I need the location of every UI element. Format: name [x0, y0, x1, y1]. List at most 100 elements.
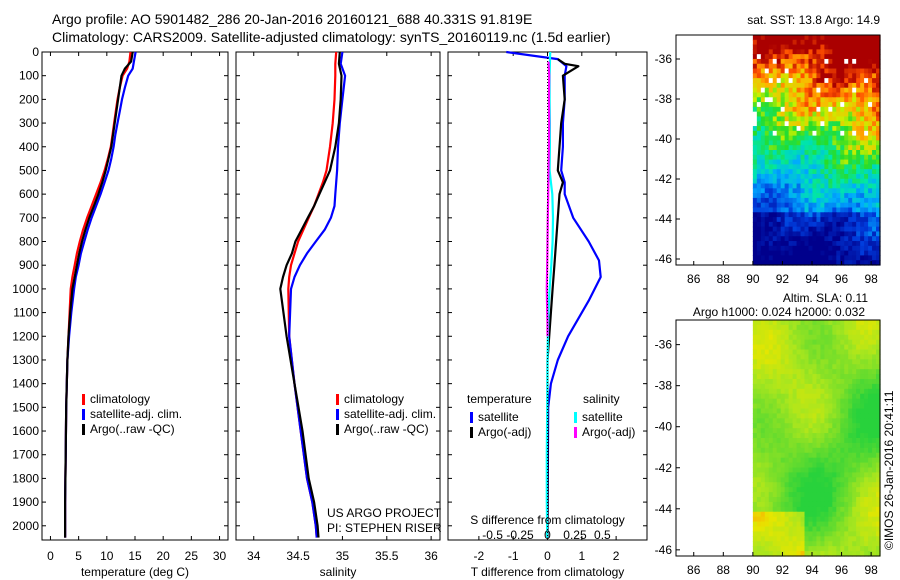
- map-cell: [772, 197, 778, 204]
- map-cell: [860, 349, 865, 356]
- map-cell: [780, 379, 786, 385]
- map-cell: [872, 111, 877, 118]
- map-cell: [756, 102, 762, 108]
- map-cell: [852, 44, 857, 50]
- map-cell: [816, 359, 821, 365]
- map-cell: [836, 106, 841, 113]
- map-cell: [816, 255, 821, 261]
- map-cell: [784, 526, 790, 533]
- map-cell: [752, 82, 758, 89]
- map-cell: [868, 438, 873, 444]
- map-cell: [852, 329, 857, 336]
- map-cell: [824, 546, 829, 552]
- map-cell: [772, 150, 778, 156]
- map-cell: [804, 82, 810, 89]
- map-cell: [864, 452, 869, 459]
- map-cell: [848, 379, 853, 385]
- map-cell: [808, 452, 814, 459]
- map-cell: [868, 212, 873, 218]
- map-cell: [872, 164, 877, 170]
- map-cell: [760, 393, 766, 400]
- map-cell: [812, 116, 818, 122]
- map-cell: [848, 250, 853, 257]
- map-cell: [856, 68, 861, 74]
- map-cell: [756, 260, 762, 266]
- map-cell: [764, 447, 770, 454]
- map-cell: [796, 154, 802, 161]
- map-cell: [784, 344, 790, 351]
- map-cell: [828, 320, 833, 326]
- x-tick-label: 25: [185, 549, 199, 563]
- map-cell: [804, 354, 810, 360]
- map-cell: [824, 169, 829, 175]
- map-cell: [868, 462, 873, 469]
- map-cell: [792, 188, 798, 194]
- map-cell: [848, 516, 853, 523]
- map-cell: [764, 250, 770, 257]
- map-cell: [868, 159, 873, 165]
- map-cell: [804, 173, 810, 180]
- map-cell: [832, 506, 837, 513]
- map-cell: [864, 521, 869, 528]
- map-cell: [832, 482, 837, 488]
- map-cell: [812, 150, 818, 156]
- map-cell: [792, 526, 798, 533]
- map-cell: [864, 130, 869, 137]
- map-cell: [808, 506, 814, 513]
- map-cell: [788, 383, 794, 390]
- map-cell: [852, 501, 857, 508]
- map-cell: [848, 126, 853, 132]
- map-cell: [804, 231, 810, 237]
- map-cell: [852, 197, 857, 204]
- map-cell: [768, 173, 774, 180]
- map-cell: [796, 183, 802, 189]
- map-cell: [872, 472, 877, 478]
- map-cell: [816, 188, 821, 194]
- map-cell: [856, 116, 861, 122]
- map-cell: [780, 521, 786, 528]
- map-cell: [836, 511, 841, 518]
- map-cell: [816, 145, 821, 151]
- map-cell: [860, 546, 865, 552]
- map-cell: [780, 212, 786, 218]
- map-cell: [816, 521, 821, 528]
- map-cell: [788, 334, 794, 341]
- map-cell: [836, 344, 841, 351]
- map-cell: [832, 438, 837, 444]
- map-cell: [808, 423, 814, 429]
- map-cell: [816, 383, 821, 390]
- map-cell: [828, 462, 833, 469]
- map-cell: [816, 546, 821, 552]
- map-cell: [844, 58, 849, 65]
- map-cell: [832, 413, 837, 419]
- map-cell: [848, 145, 853, 151]
- map-cell: [860, 364, 865, 370]
- map-cell: [872, 423, 877, 429]
- map-cell: [852, 140, 857, 146]
- map-cell: [788, 364, 794, 370]
- map-cell: [788, 193, 794, 199]
- map-cell: [800, 97, 806, 103]
- map-cell: [848, 116, 853, 122]
- map-cell: [784, 150, 790, 156]
- map-cell: [788, 393, 794, 400]
- map-cell: [816, 541, 821, 547]
- map-cell: [804, 501, 810, 508]
- map-cell: [844, 487, 849, 493]
- sla-map-frame: [675, 319, 881, 557]
- map-cell: [860, 236, 865, 242]
- map-cell: [752, 467, 758, 474]
- map-cell: [784, 487, 790, 493]
- map-cell: [824, 207, 829, 213]
- x-axis-label: temperature (deg C): [81, 565, 189, 579]
- map-cell: [800, 423, 806, 429]
- map-cell: [796, 217, 802, 223]
- map-cell: [776, 202, 782, 209]
- map-cell: [772, 521, 778, 528]
- map-cell: [856, 54, 861, 60]
- map-cell: [792, 433, 798, 439]
- map-cell: [764, 260, 770, 266]
- map-cell: [856, 217, 861, 223]
- map-cell: [760, 217, 766, 223]
- map-cell: [856, 526, 861, 533]
